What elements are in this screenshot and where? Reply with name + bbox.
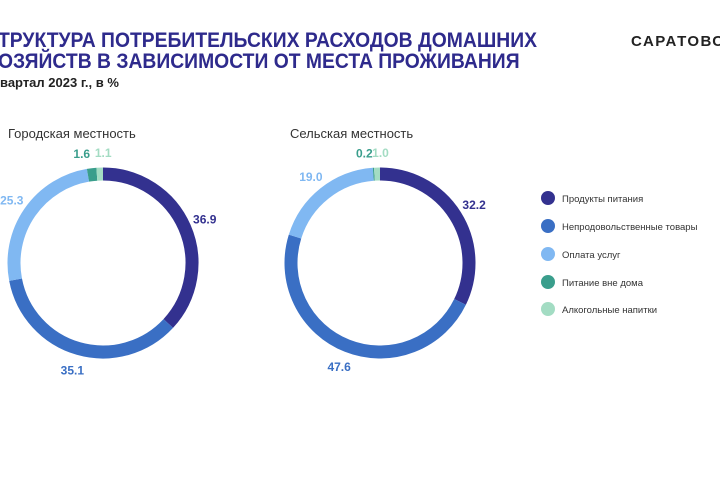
legend-marker	[541, 302, 555, 316]
data-label: 19.0	[299, 170, 323, 184]
donut-segment	[284, 234, 466, 359]
donut-segment	[379, 167, 476, 305]
data-label: 1.6	[73, 147, 90, 161]
data-label: 1.0	[372, 146, 389, 160]
legend-marker	[541, 247, 555, 261]
legend-label: Питание вне дома	[562, 278, 644, 289]
brand-logo: САРАТОВС	[631, 33, 720, 50]
data-label: 47.6	[327, 360, 351, 374]
chart-subtitle: вартал 2023 г., в %	[0, 75, 119, 90]
donut-title: Сельская местность	[290, 126, 413, 141]
data-label: 1.1	[95, 146, 112, 160]
data-label: 0.2	[356, 146, 373, 160]
data-label: 25.3	[0, 194, 24, 208]
donut-segment	[9, 278, 174, 359]
donut-segment	[288, 167, 374, 239]
donut-title: Городская местность	[8, 126, 136, 141]
donut-segment	[102, 167, 199, 328]
donut-segment	[7, 168, 90, 281]
data-label: 36.9	[193, 213, 217, 227]
chart-title: ТРУКТУРА ПОТРЕБИТЕЛЬСКИХ РАСХОДОВ ДОМАШН…	[0, 29, 537, 73]
legend-label: Оплата услуг	[562, 250, 621, 261]
legend-label: Непродовольственные товары	[562, 222, 698, 233]
legend-label: Продукты питания	[562, 194, 643, 205]
donut-segment	[86, 167, 98, 182]
legend-marker	[541, 191, 555, 205]
data-label: 32.2	[462, 198, 486, 212]
legend-marker	[541, 219, 555, 233]
legend-marker	[541, 275, 555, 289]
legend-label: Алкогольные напитки	[562, 305, 657, 316]
data-label: 35.1	[61, 364, 85, 378]
